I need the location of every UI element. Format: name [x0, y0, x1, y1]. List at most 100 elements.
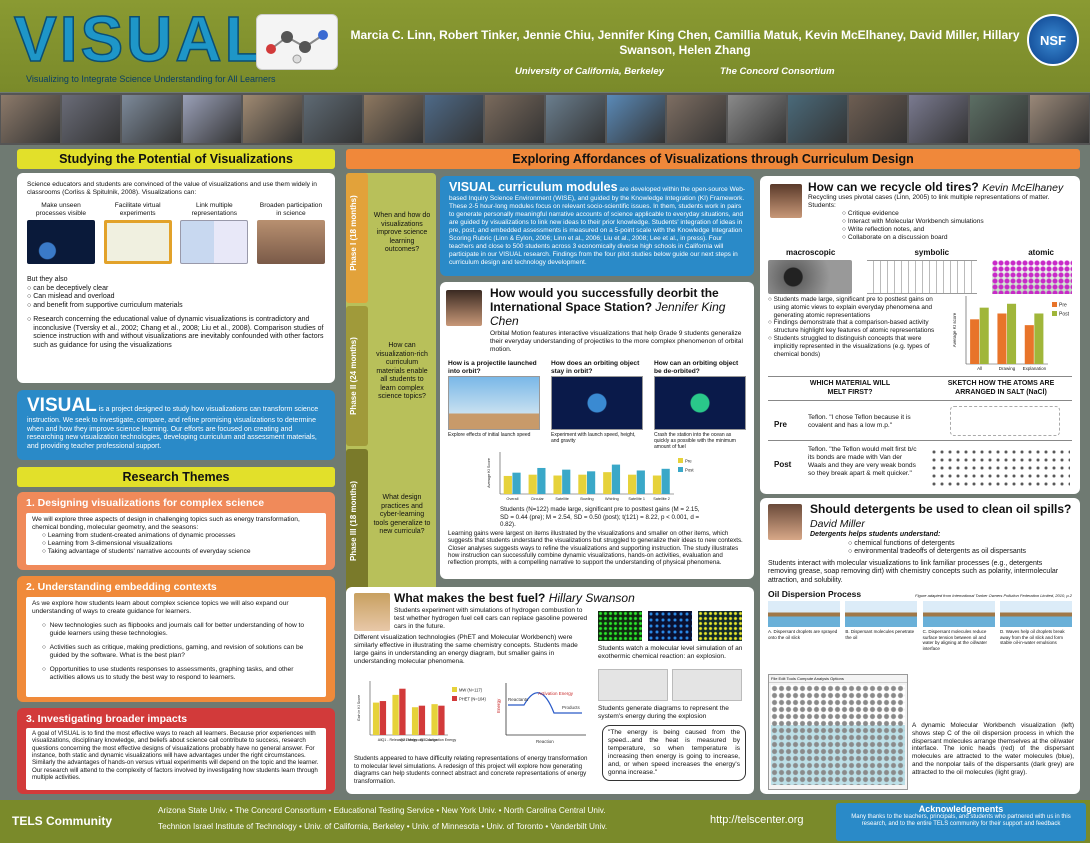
bar	[537, 467, 546, 494]
classroom-photo	[606, 95, 666, 143]
tick-label: Drawing	[999, 366, 1016, 371]
tires-panel: How can we recycle old tires? Kevin McEl…	[760, 176, 1080, 494]
post-row-text: Teflon. "the Teflon would melt first b/c…	[808, 446, 917, 478]
modules-title: VISUAL curriculum modules	[449, 180, 618, 194]
bar	[1034, 313, 1044, 364]
affordances-banner: Exploring Affordances of Visualizations …	[346, 149, 1080, 169]
launch-sim-icon	[448, 376, 540, 431]
ack-box: Acknowledgements Many thanks to the teac…	[836, 803, 1086, 841]
oil-step-c: C. Dispersant molecules reduce surface t…	[922, 601, 995, 651]
legend-swatch	[1052, 302, 1057, 307]
molecule-sim-icon	[648, 611, 692, 641]
tick-label: Q2 - Molecular Change	[400, 738, 437, 742]
footer: TELS Community Arizona State Univ. • The…	[0, 800, 1090, 843]
visual-text: is a project designed to study how visua…	[27, 406, 319, 450]
theme1-panel: 1. Designing visualizations for complex …	[17, 492, 335, 570]
tire-finding: Findings demonstrate that a comparison-b…	[773, 319, 935, 335]
molecule-sim-icon	[698, 611, 742, 641]
bar	[979, 307, 989, 364]
iss-text: Orbital Motion features interactive visu…	[490, 330, 743, 354]
affiliation-concord: The Concord Consortium	[720, 66, 835, 77]
footer-line2: Technion Israel Institute of Technology …	[158, 822, 608, 831]
ack-text: Many thanks to the teachers, principals,…	[851, 814, 1071, 828]
tire-item: Critique evidence	[847, 210, 899, 218]
legend-swatch	[452, 687, 457, 692]
research-text: Research concerning the educational valu…	[33, 316, 324, 349]
bar	[997, 313, 1007, 364]
det-caption: A dynamic Molecular Workbench visualizat…	[912, 722, 1074, 776]
rep-atomic: atomic	[1028, 248, 1054, 258]
classroom-photo	[727, 95, 787, 143]
but-item: Can mislead and overload	[33, 293, 115, 301]
energy-label-reactants: Reactants	[508, 697, 529, 702]
classroom-photo	[485, 95, 544, 143]
legend-label: Post	[685, 468, 694, 473]
student-diagram-icon	[598, 669, 668, 701]
theme1-title: 1. Designing visualizations for complex …	[26, 497, 265, 509]
theme2-item: Activities such as critique, making pred…	[49, 644, 304, 660]
tick-label: Q1 - Released Energy	[381, 738, 417, 742]
studying-banner: Studying the Potential of Visualizations	[17, 149, 335, 169]
det-author: David Miller	[810, 518, 865, 530]
fuel-cap1: Students watch a molecular level simulat…	[598, 645, 743, 661]
tire-col1-header: WHICH MATERIAL WILL MELT FIRST?	[809, 380, 891, 396]
det-intro: Detergents helps students understand:	[810, 531, 941, 538]
det-title: Should detergents be used to clean oil s…	[810, 502, 1072, 516]
theme3-panel: 3. Investigating broader impacts A goal …	[17, 708, 335, 794]
representations-image-icon	[180, 220, 249, 265]
orbit-sim-icon	[551, 376, 643, 431]
energy-label-activation: Activation Energy	[538, 691, 574, 696]
energy-label-products: Products	[562, 705, 581, 710]
visual-word: VISUAL	[27, 395, 97, 416]
theme1-intro: We will explore three aspects of design …	[32, 516, 300, 532]
classroom-photo	[243, 95, 302, 143]
theme1-item: Learning from 3-dimensional visualizatio…	[47, 540, 173, 548]
oil-step-icon	[922, 601, 995, 628]
bar	[970, 319, 980, 364]
phase2-question: How can visualization-rich curriculum ma…	[376, 342, 428, 401]
bar	[411, 707, 419, 735]
symbolic-formula-icon	[867, 260, 977, 295]
mw-menu: File Edit Tools Compute Analysis Options	[769, 675, 907, 683]
classroom-photo	[848, 95, 908, 143]
legend-label: Pre	[1059, 303, 1067, 309]
tick-label: Overall	[506, 497, 518, 501]
theme2-item: New technologies such as flipbooks and j…	[49, 622, 305, 638]
bar	[438, 705, 445, 735]
iss-title: How would you successfully deorbit the I…	[490, 286, 719, 314]
classroom-photo	[303, 95, 363, 143]
research-themes-banner: Research Themes	[17, 467, 335, 487]
but-item: can be deceptively clear	[33, 284, 109, 292]
classroom-photo	[182, 95, 242, 143]
fuel-panel: What makes the best fuel? Hillary Swanso…	[346, 587, 754, 794]
det-item: chemical functions of detergents	[854, 539, 955, 547]
tire-item: Write reflection notes, and	[847, 226, 925, 234]
modules-panel: VISUAL curriculum modules are developed …	[440, 176, 754, 276]
phase1-question: When and how do visualizations improve s…	[373, 212, 431, 254]
molecule-sim-icon	[598, 611, 642, 641]
tick-label: Circular	[531, 497, 545, 501]
modules-text: are developed within the open-source Web…	[449, 186, 745, 266]
authors: Marcia C. Linn, Robert Tinker, Jennie Ch…	[350, 28, 1020, 57]
bar	[603, 472, 612, 494]
circuit-image-icon	[103, 220, 172, 265]
tels-url[interactable]: http://telscenter.org	[710, 814, 804, 826]
bar	[562, 469, 571, 494]
bar	[392, 694, 399, 735]
bar	[431, 704, 438, 735]
legend-swatch	[678, 467, 683, 472]
iss-step-0: How is a projectile launched into orbit?…	[448, 360, 540, 450]
bar	[503, 475, 512, 494]
iss-author-photo	[446, 290, 482, 326]
atomic-model-icon	[992, 260, 1072, 295]
bar	[1024, 325, 1034, 364]
can-item-0: Make unseen processes visible	[27, 202, 95, 265]
tire-intro: Recycling uses pivotal cases (Linn, 2005…	[808, 194, 1050, 210]
det-item: environmental tradeoffs of detergents as…	[854, 548, 1027, 556]
phase3-question: What design practices and cyber-learning…	[373, 494, 431, 536]
legend-swatch	[678, 458, 683, 463]
ack-title: Acknowledgements	[918, 804, 1004, 814]
iss-ki-chart: Overall Circular Satellite Bowling Whirling S…	[487, 452, 694, 501]
mw-window: File Edit Tools Compute Analysis Options	[768, 674, 908, 790]
